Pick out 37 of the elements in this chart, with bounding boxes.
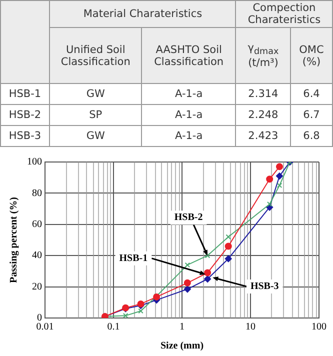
text: HSB-3 xyxy=(0,126,50,146)
x-axis-title: Size (mm) xyxy=(160,340,204,352)
annotation: HSB-2 xyxy=(174,212,203,224)
text: 6.8 xyxy=(290,126,332,146)
text: Unified Soil Classification xyxy=(50,28,142,84)
text: Material Charateristics xyxy=(50,0,236,28)
x-tick-label: 0.01 xyxy=(36,322,54,333)
y-tick-label: 40 xyxy=(32,250,42,262)
text: AASHTO Soil Classification xyxy=(142,28,236,84)
y-tick-label: 20 xyxy=(32,281,42,292)
text: 6.4 xyxy=(290,84,332,104)
text: A-1-a xyxy=(142,104,236,126)
text: 2.423 xyxy=(236,126,290,146)
text: γ$_{dmax}$ (t/m³) xyxy=(236,28,290,84)
text: Compection Charateristics xyxy=(236,0,332,28)
annotation: HSB-1 xyxy=(119,252,148,264)
text: 2.248 xyxy=(236,104,290,126)
y-tick-label: 0 xyxy=(37,312,42,324)
y-axis-title: Passing percent (%) xyxy=(8,197,20,283)
text: GW xyxy=(50,126,142,146)
y-tick-label: 80 xyxy=(32,188,42,199)
text: SP xyxy=(50,104,142,126)
annotation: HSB-3 xyxy=(250,281,279,292)
text: 2.314 xyxy=(236,84,290,104)
x-tick-label: 10 xyxy=(246,322,256,333)
text: GW xyxy=(50,84,142,104)
y-tick-label: 60 xyxy=(32,219,42,230)
x-tick-label: 100 xyxy=(312,322,326,333)
text: HSB-1 xyxy=(0,84,50,104)
text: OMC (%) xyxy=(290,28,332,84)
text: HSB-2 xyxy=(0,104,50,126)
x-tick-label: 0.1 xyxy=(107,322,120,333)
text: A-1-a xyxy=(142,84,236,104)
text: 6.7 xyxy=(290,104,332,126)
x-tick-label: 1 xyxy=(180,322,184,333)
y-tick-label: 100 xyxy=(27,156,42,168)
text: A-1-a xyxy=(142,126,236,146)
